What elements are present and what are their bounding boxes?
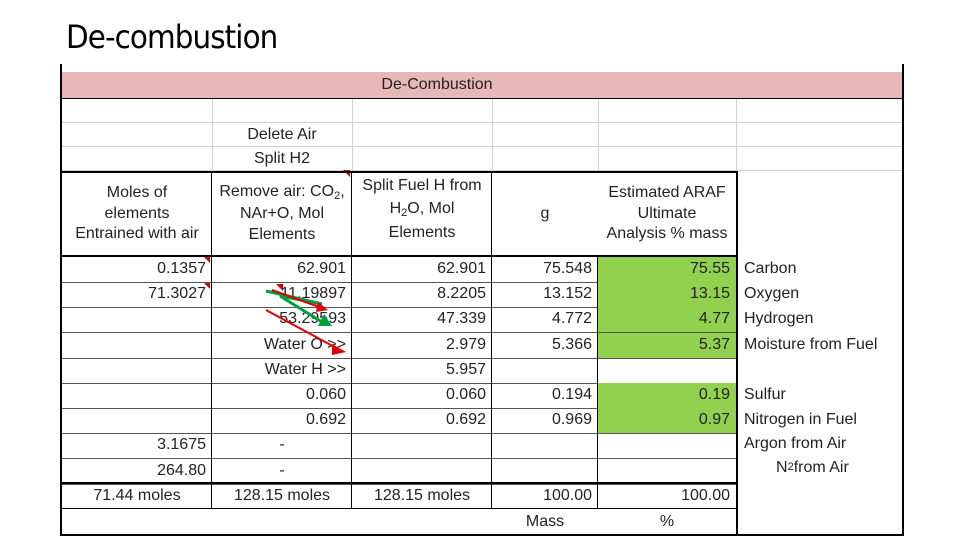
row-7-col1: 3.1675: [157, 436, 206, 454]
row-0-col3: 62.901: [437, 260, 486, 278]
total-g: 100.00: [543, 486, 592, 504]
header-g: g: [540, 204, 550, 222]
col2-top-label-1: Delete Air: [247, 125, 317, 143]
row-2-col3: 47.339: [437, 310, 486, 328]
row-3-label: Moisture from Fuel: [744, 335, 878, 353]
row-label-argon: Argon from Air: [744, 434, 847, 452]
header-moles-entrained: Moles of elements Entrained with air: [75, 183, 199, 243]
row-5-label: Sulfur: [744, 386, 786, 404]
total-moles-split: 128.15 moles: [373, 486, 471, 504]
comment-marker: [343, 170, 350, 177]
spreadsheet-table: De-Combustion Delete Air Split H2 Moles …: [60, 64, 906, 536]
row-1-label: Oxygen: [744, 285, 800, 303]
row-5-col1: [62, 383, 212, 408]
row-3-col5: 5.37: [598, 332, 736, 358]
row-4-label: [740, 358, 906, 383]
row-6-col4: 0.969: [551, 411, 592, 429]
header-estimated-araf: Estimated ARAF Ultimate Analysis % mass: [606, 183, 728, 243]
comment-marker: [203, 282, 210, 289]
row-2-col5: 4.77: [598, 307, 736, 333]
comment-marker: [203, 256, 210, 263]
row-6-label: Nitrogen in Fuel: [744, 411, 857, 429]
table-title: De-Combustion: [62, 72, 902, 98]
row-6-col2: 0.692: [305, 411, 346, 429]
row-1-col4: 13.152: [543, 285, 592, 303]
row-8-col2: -: [279, 461, 285, 479]
row-4-col2: Water H >>: [264, 360, 346, 378]
row-1-col2: 11.19897: [280, 285, 346, 303]
table-title-text: De-Combustion: [381, 75, 493, 93]
row-7-col3: [352, 433, 492, 458]
row-8-col3: [352, 459, 492, 484]
row-2-label: Hydrogen: [744, 310, 814, 328]
total-moles-entrained: 71.44 moles: [93, 486, 181, 504]
row-0-col1: 0.1357: [157, 260, 206, 278]
row-8-col1: 264.80: [157, 461, 206, 479]
row-2-col1: [62, 307, 212, 332]
row-0-col4: 75.548: [543, 260, 592, 278]
row-0-col5: 75.55: [598, 257, 736, 282]
row-4-col4: [492, 358, 598, 383]
row-6-col3: 0.692: [445, 411, 486, 429]
row-4-col3: 5.957: [445, 360, 486, 378]
row-3-col2: Water O >>: [263, 335, 346, 353]
row-5-col5: 0.19: [598, 383, 736, 408]
row-3-col4: 5.366: [551, 335, 592, 353]
row-5-col4: 0.194: [551, 386, 592, 404]
header-split-fuel-h: Split Fuel H from H2O, Mol Elements: [362, 177, 482, 242]
row-6-col5: 0.97: [598, 408, 736, 434]
footer-mass: Mass: [525, 512, 565, 530]
row-2-col4: 4.772: [551, 310, 592, 328]
row-6-col1: [62, 408, 212, 433]
row-1-col1: 71.3027: [148, 285, 206, 303]
row-8-col5: [598, 459, 736, 484]
row-5-col3: 0.060: [445, 386, 486, 404]
row-0-label: Carbon: [744, 260, 797, 278]
row-2-col2: 53.29593: [279, 310, 346, 328]
row-3-col1: [62, 333, 212, 358]
row-5-col2: 0.060: [305, 386, 346, 404]
row-7-col5: [598, 433, 736, 458]
row-0-col2: 62.901: [297, 260, 346, 278]
row-7-col4: [492, 433, 598, 458]
col2-top-label-2: Split H2: [253, 149, 311, 167]
row-4-col5: [598, 358, 736, 383]
row-8-col4: [492, 459, 598, 484]
total-percent: 100.00: [681, 486, 730, 504]
total-moles-removed: 128.15 moles: [233, 486, 331, 504]
slide-title: De-combustion: [66, 18, 278, 56]
row-3-col3: 2.979: [445, 335, 486, 353]
row-4-col1: [62, 358, 212, 383]
row-1-col3: 8.2205: [437, 285, 486, 303]
footer-percent: %: [659, 512, 675, 530]
header-remove-air: Remove air: CO2, NAr+O, Mol Elements: [219, 182, 345, 244]
row-1-col5: 13.15: [598, 282, 736, 308]
comment-marker: [276, 284, 283, 291]
row-7-col2: -: [279, 436, 285, 454]
